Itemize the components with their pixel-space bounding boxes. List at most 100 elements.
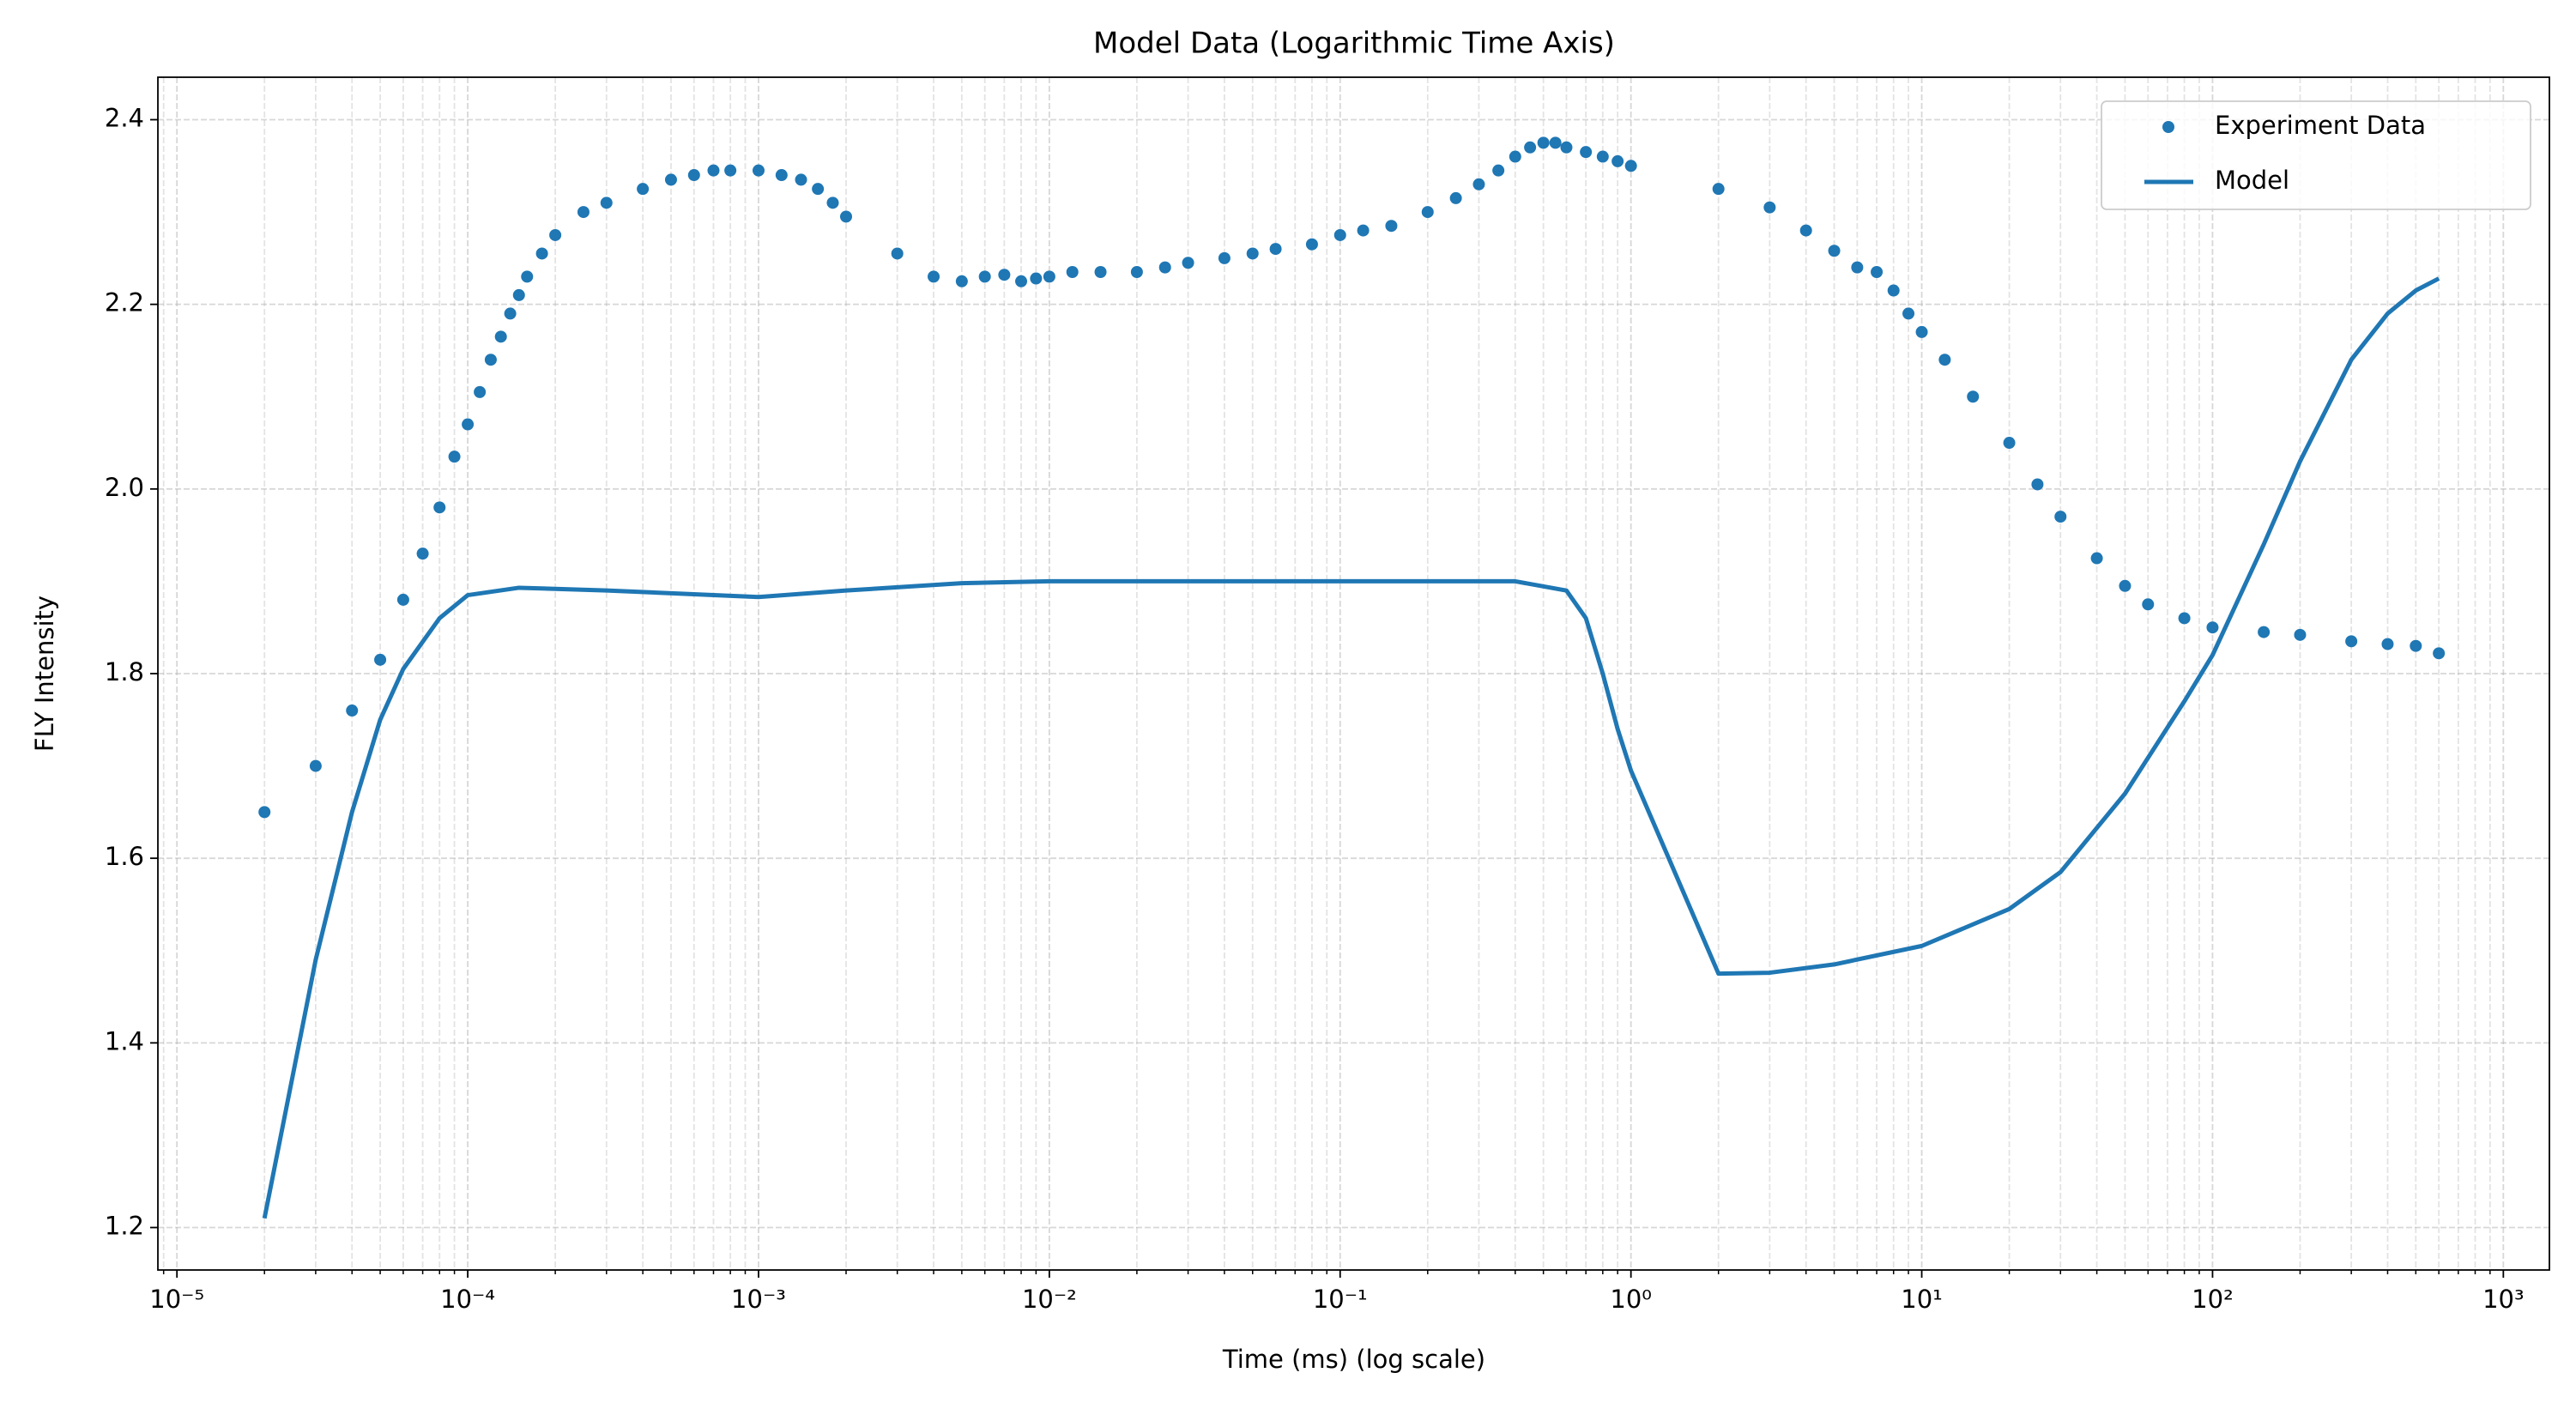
data-point: [1938, 354, 1951, 366]
data-point: [504, 307, 517, 320]
data-point: [1385, 220, 1398, 233]
y-tick-label: 1.4: [105, 1026, 144, 1055]
data-point: [1043, 270, 1055, 283]
data-point: [891, 247, 904, 260]
data-point: [1967, 390, 1980, 403]
data-point: [600, 197, 613, 209]
x-tick-label: 10⁰: [1610, 1285, 1652, 1314]
y-tick-label: 1.8: [105, 657, 144, 686]
data-point: [1560, 141, 1573, 154]
data-point: [1902, 307, 1915, 320]
data-point: [1094, 266, 1107, 279]
data-point: [1596, 150, 1609, 163]
data-point: [549, 228, 562, 241]
data-point: [535, 247, 548, 260]
y-axis-label: FLY Intensity: [30, 596, 59, 752]
data-point: [1712, 183, 1725, 196]
data-point: [577, 206, 590, 219]
data-point: [1158, 261, 1171, 274]
data-point: [1537, 136, 1550, 149]
data-point: [1357, 224, 1370, 237]
model-line: [262, 276, 2440, 1219]
data-point: [1799, 224, 1812, 237]
data-point: [707, 164, 720, 177]
data-point: [1915, 325, 1928, 338]
data-point: [1421, 206, 1434, 219]
data-point: [1871, 266, 1884, 279]
data-point: [2206, 621, 2219, 634]
data-point: [1509, 150, 1521, 163]
data-point: [258, 806, 271, 819]
data-point: [928, 270, 940, 283]
data-point: [664, 173, 677, 186]
data-point: [462, 418, 475, 431]
y-tick-label: 2.4: [105, 103, 144, 132]
data-point: [2381, 638, 2394, 650]
data-point: [2433, 647, 2446, 660]
data-point: [812, 183, 825, 196]
data-point: [955, 275, 968, 287]
data-point: [1851, 261, 1864, 274]
data-point: [1449, 191, 1462, 204]
data-point: [826, 197, 839, 209]
data-point: [1612, 154, 1624, 167]
data-point: [1305, 238, 1318, 251]
data-point: [1580, 146, 1593, 159]
y-tick-label: 1.2: [105, 1212, 144, 1241]
data-point: [1269, 243, 1282, 256]
legend-box: [2101, 100, 2531, 210]
data-point: [2258, 626, 2271, 638]
data-point: [474, 385, 487, 398]
data-point: [484, 354, 497, 366]
x-tick-label: 10²: [2192, 1285, 2234, 1314]
data-point: [1492, 164, 1505, 177]
data-point: [1887, 284, 1900, 297]
data-point: [2294, 628, 2307, 641]
data-point: [1624, 160, 1637, 172]
x-tick-label: 10⁻⁵: [149, 1285, 204, 1314]
plot-frame: [157, 76, 2550, 1271]
data-point: [1218, 251, 1231, 264]
data-point: [1524, 141, 1537, 154]
data-point: [1828, 245, 1841, 257]
data-point: [998, 269, 1011, 281]
legend-label: Experiment Data: [2215, 111, 2426, 140]
data-point: [2178, 612, 2191, 625]
data-point: [2119, 579, 2132, 592]
data-point: [396, 593, 409, 606]
data-point: [346, 705, 359, 717]
data-point: [752, 164, 765, 177]
x-tick-label: 10⁻³: [731, 1285, 786, 1314]
data-point: [1130, 266, 1143, 279]
x-axis-label: Time (ms) (log scale): [1222, 1345, 1485, 1374]
data-point: [2054, 511, 2067, 523]
data-point: [1763, 201, 1776, 214]
data-point: [448, 451, 461, 463]
data-point: [1015, 275, 1028, 287]
data-point: [687, 169, 700, 182]
data-point: [416, 547, 429, 560]
legend-label: Model: [2215, 166, 2289, 195]
data-point: [1333, 228, 1346, 241]
data-point: [309, 759, 322, 772]
data-point: [637, 183, 650, 196]
y-tick-label: 2.2: [105, 288, 144, 317]
y-tick-label: 2.0: [105, 473, 144, 502]
data-point: [724, 164, 737, 177]
x-tick-label: 10⁻⁴: [440, 1285, 495, 1314]
y-tick-label: 1.6: [105, 842, 144, 871]
data-point: [1472, 178, 1485, 190]
data-point: [521, 270, 534, 283]
data-point: [374, 653, 387, 666]
data-point: [2142, 598, 2155, 611]
data-point: [2031, 478, 2044, 491]
data-point: [1549, 136, 1562, 149]
data-point: [1246, 247, 1259, 260]
x-tick-label: 10⁻¹: [1313, 1285, 1368, 1314]
data-point: [795, 173, 807, 186]
x-tick-label: 10³: [2482, 1285, 2525, 1314]
data-point: [2003, 437, 2016, 450]
data-point: [494, 330, 507, 343]
